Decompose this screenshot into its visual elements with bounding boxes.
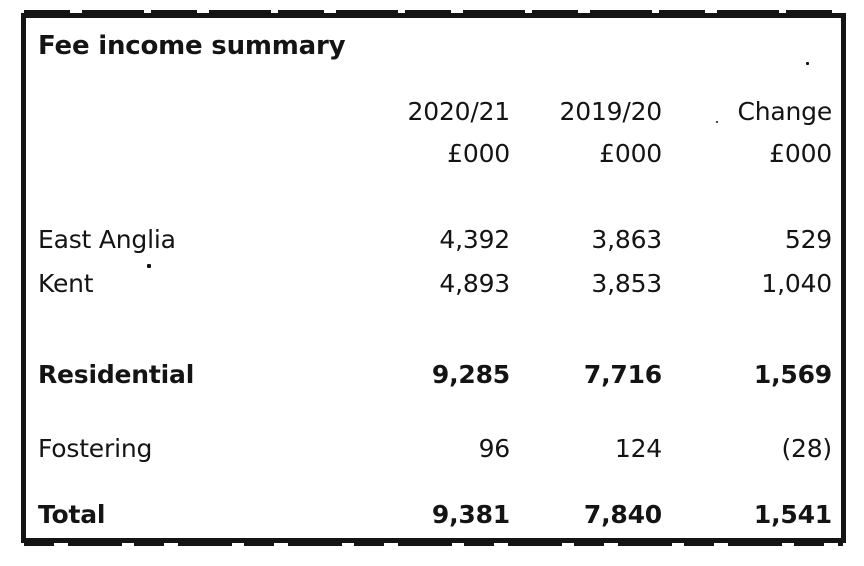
column-header-change: Change — [737, 96, 832, 126]
value-prior: 3,863 — [591, 224, 662, 254]
scan-speck — [147, 264, 151, 268]
value-current: 4,392 — [439, 224, 510, 254]
row-label: Residential — [38, 359, 195, 389]
table-header-units: £000 £000 £000 — [26, 131, 841, 175]
value-prior: 7,716 — [583, 359, 662, 389]
table-row-fostering: Fostering 96 124 (28) — [26, 426, 841, 470]
unit-label-prior: £000 — [599, 138, 662, 168]
fee-income-summary-table: Fee income summary 2020/21 2019/20 Chang… — [21, 10, 846, 546]
value-change: (28) — [781, 433, 832, 463]
column-header-prior-year: 2019/20 — [559, 96, 663, 126]
value-current: 4,893 — [439, 268, 510, 298]
value-change: 529 — [784, 224, 832, 254]
table-header-years: 2020/21 2019/20 Change — [26, 91, 841, 131]
unit-label-change: £000 — [769, 138, 832, 168]
value-prior: 124 — [614, 433, 662, 463]
value-current: 9,381 — [431, 499, 510, 529]
table-row-residential-subtotal: Residential 9,285 7,716 1,569 — [26, 352, 841, 396]
value-change: 1,569 — [753, 359, 832, 389]
row-label: Total — [38, 499, 106, 529]
row-label: Fostering — [38, 433, 153, 463]
scan-speck — [806, 62, 809, 65]
value-change: 1,541 — [753, 499, 832, 529]
row-label: Kent — [38, 268, 94, 298]
scan-speck — [716, 121, 718, 123]
value-change: 1,040 — [761, 268, 832, 298]
table-row-east-anglia: East Anglia 4,392 3,863 529 — [26, 217, 841, 261]
table-row-kent: Kent 4,893 3,853 1,040 — [26, 261, 841, 305]
unit-label-current: £000 — [447, 138, 510, 168]
table-row-total: Total 9,381 7,840 1,541 — [26, 492, 841, 536]
value-current: 96 — [478, 433, 511, 463]
value-prior: 7,840 — [583, 499, 662, 529]
column-header-current-year: 2020/21 — [407, 96, 511, 126]
value-current: 9,285 — [431, 359, 510, 389]
row-label: East Anglia — [38, 224, 176, 254]
value-prior: 3,853 — [591, 268, 662, 298]
table-title: Fee income summary — [38, 31, 346, 61]
table-title-row: Fee income summary — [26, 26, 841, 66]
